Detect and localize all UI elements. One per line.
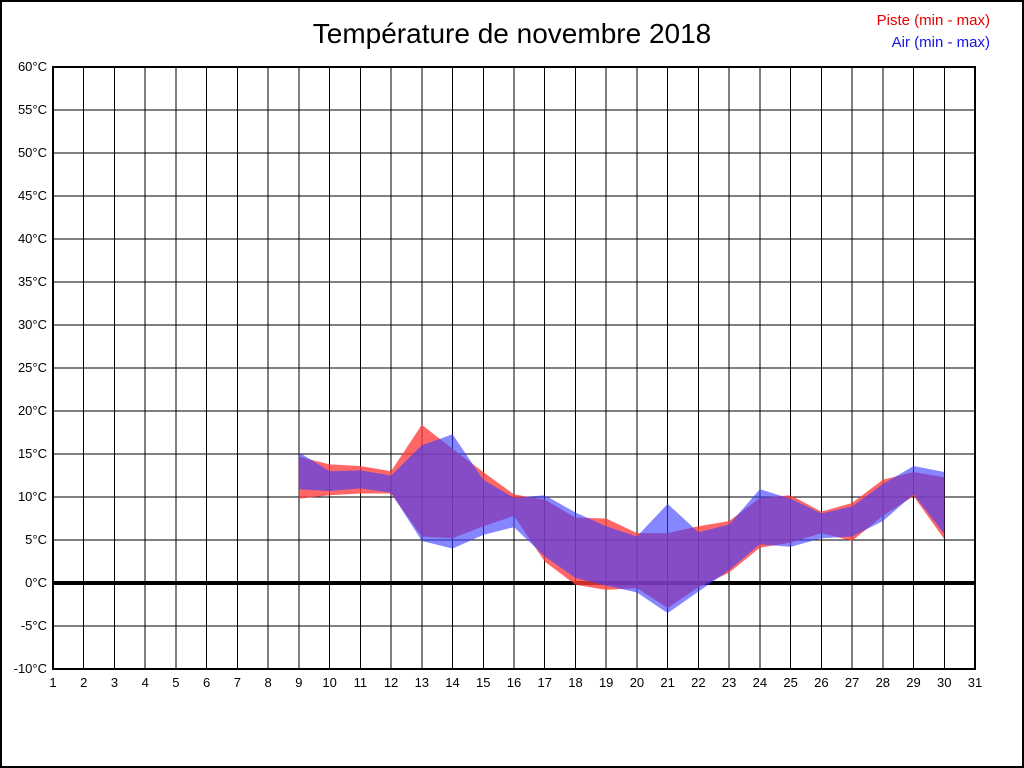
plot-border: [52, 66, 976, 670]
y-tick-label: 5°C: [25, 532, 47, 547]
x-tick-label: 4: [141, 675, 149, 690]
y-tick-label: 20°C: [17, 403, 47, 418]
x-tick-label: 16: [506, 675, 522, 690]
x-tick-label: 2: [80, 675, 88, 690]
x-tick-label: 29: [906, 675, 921, 690]
x-tick-label: 25: [783, 675, 798, 690]
x-tick-label: 9: [295, 675, 303, 690]
x-tick-label: 21: [660, 675, 675, 690]
x-tick-label: 12: [383, 675, 399, 690]
legend-item-air: Air (min - max): [891, 34, 990, 51]
y-tick-label: 40°C: [17, 231, 47, 246]
x-tick-label: 3: [110, 675, 119, 690]
x-tick-label: 1: [49, 675, 57, 690]
x-tick-label: 8: [264, 675, 272, 690]
x-tick-label: 24: [752, 675, 768, 690]
legend: Piste (min - max) Air (min - max): [877, 10, 990, 54]
x-tick-label: 18: [568, 675, 583, 690]
y-tick-label: 10°C: [17, 489, 47, 504]
x-tick-label: 5: [172, 675, 180, 690]
x-tick-label: 30: [937, 675, 952, 690]
x-tick-label: 7: [233, 675, 241, 690]
x-tick-label: 31: [967, 675, 983, 690]
x-tick-label: 13: [414, 675, 430, 690]
chart-title: Température de novembre 2018: [312, 18, 712, 49]
legend-item-piste: Piste (min - max): [876, 12, 990, 29]
y-tick-label: 50°C: [17, 145, 47, 160]
x-tick-label: 28: [875, 675, 891, 690]
y-tick-label: 30°C: [17, 317, 47, 332]
x-tick-label: 27: [844, 675, 860, 690]
x-tick-label: 15: [476, 675, 491, 690]
y-tick-label: -10°C: [13, 661, 47, 676]
x-tick-label: 19: [598, 675, 614, 690]
y-tick-label: 55°C: [17, 102, 47, 117]
x-tick-label: 26: [814, 675, 829, 690]
x-tick-label: 20: [629, 675, 645, 690]
y-tick-label: 35°C: [17, 274, 47, 289]
x-tick-label: 11: [353, 675, 368, 690]
x-tick-label: 14: [445, 675, 460, 690]
y-tick-label: 45°C: [17, 188, 47, 203]
x-tick-label: 6: [203, 675, 211, 690]
x-tick-label: 22: [691, 675, 706, 690]
y-tick-label: 60°C: [17, 59, 47, 74]
y-tick-label: 15°C: [17, 446, 47, 461]
y-tick-label: -5°C: [20, 618, 47, 633]
x-tick-label: 23: [721, 675, 737, 690]
y-tick-label: 0°C: [25, 575, 47, 590]
air-band: [298, 434, 945, 614]
x-tick-label: 17: [537, 675, 552, 690]
grid-lines: [52, 66, 976, 670]
x-tick-label: 10: [322, 675, 337, 690]
y-tick-label: 25°C: [17, 360, 47, 375]
